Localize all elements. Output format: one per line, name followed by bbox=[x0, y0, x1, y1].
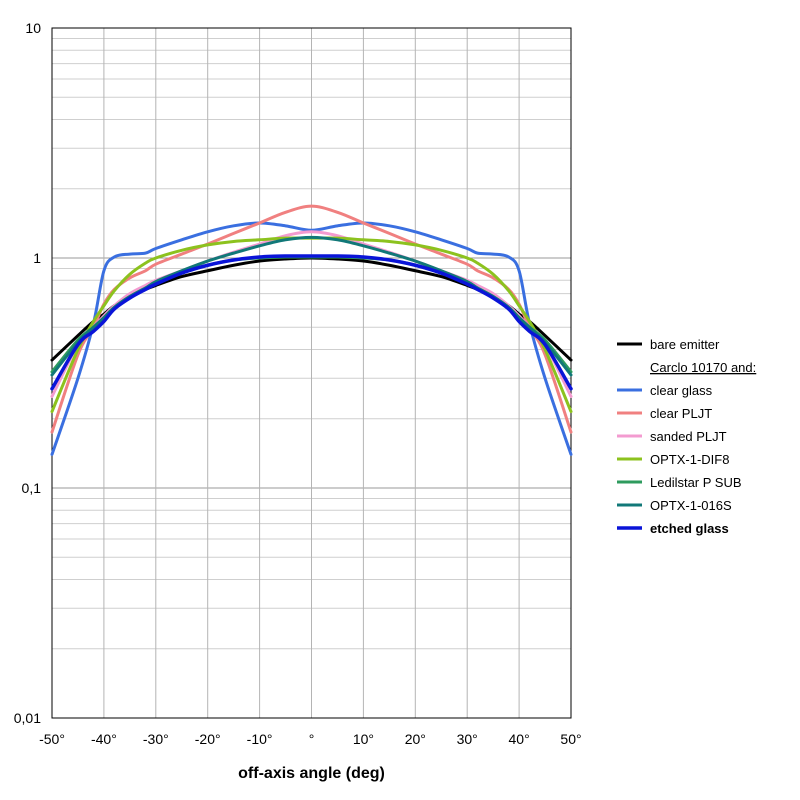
x-tick-label: -40° bbox=[91, 731, 117, 747]
legend-heading: Carclo 10170 and: bbox=[650, 360, 756, 375]
x-tick-label: -20° bbox=[195, 731, 221, 747]
y-tick-label: 0,01 bbox=[14, 710, 41, 726]
x-tick-label: -10° bbox=[247, 731, 273, 747]
x-tick-label: 30° bbox=[457, 731, 478, 747]
x-tick-label: 50° bbox=[560, 731, 581, 747]
legend: bare emitter Carclo 10170 and: clear gla… bbox=[617, 337, 756, 536]
series-line-sanded-pljt bbox=[50, 230, 573, 398]
x-tick-label: 10° bbox=[353, 731, 374, 747]
x-tick-label: 40° bbox=[509, 731, 530, 747]
y-tick-labels: 0,01 0,1 1 10 bbox=[14, 20, 41, 726]
x-tick-label: -50° bbox=[39, 731, 65, 747]
legend-label-bare-emitter: bare emitter bbox=[650, 337, 720, 352]
x-axis-label: off-axis angle (deg) bbox=[238, 765, 385, 782]
y-tick-label: 10 bbox=[25, 20, 41, 36]
y-tick-label: 1 bbox=[33, 250, 41, 266]
legend-label-optx-1-016s: OPTX-1-016S bbox=[650, 498, 732, 513]
legend-label-clear-pljt: clear PLJT bbox=[650, 406, 712, 421]
series-line-etched-glass bbox=[50, 254, 573, 391]
y-tick-label: 0,1 bbox=[22, 480, 42, 496]
legend-label-clear-glass: clear glass bbox=[650, 383, 713, 398]
x-tick-label: 20° bbox=[405, 731, 426, 747]
series-line-clear-glass bbox=[50, 221, 573, 456]
legend-label-optx-1-dif8: OPTX-1-DIF8 bbox=[650, 452, 729, 467]
legend-label-ledilstar-p-sub: Ledilstar P SUB bbox=[650, 475, 742, 490]
legend-label-sanded-pljt: sanded PLJT bbox=[650, 429, 727, 444]
x-tick-labels: -50° -40° -30° -20° -10° ° 10° 20° 30° 40° 50° bbox=[39, 731, 582, 747]
legend-label-etched-glass: etched glass bbox=[650, 521, 729, 536]
x-tick-label: ° bbox=[309, 731, 315, 747]
series-lines bbox=[50, 204, 573, 456]
x-tick-label: -30° bbox=[143, 731, 169, 747]
